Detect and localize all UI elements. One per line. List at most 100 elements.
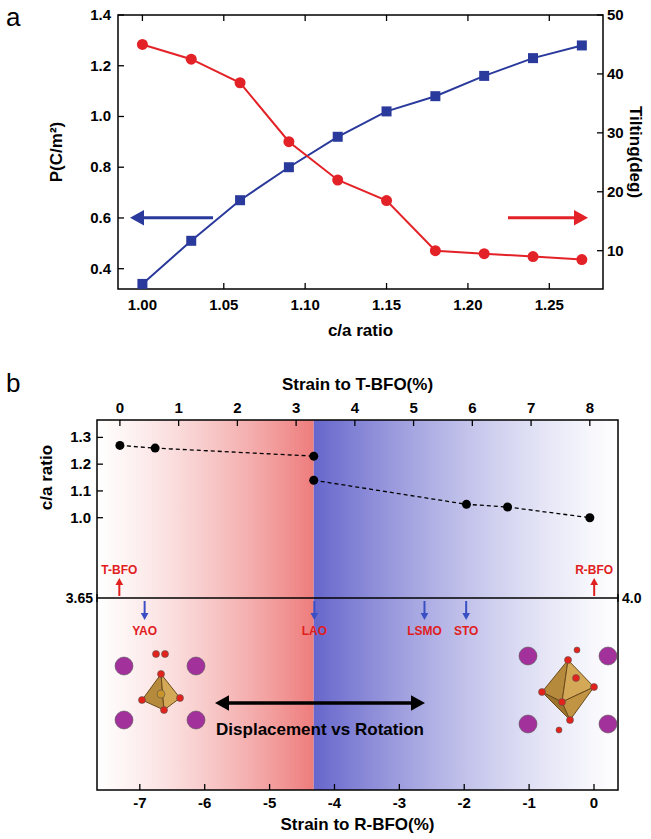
marker bbox=[186, 54, 197, 65]
y-tick-label: 1.4 bbox=[90, 6, 112, 23]
panel-letter: b bbox=[6, 368, 20, 398]
figure: 1.001.051.101.151.201.250.40.60.81.01.21… bbox=[0, 0, 651, 839]
y2-tick bbox=[597, 132, 603, 133]
top-tick bbox=[119, 420, 120, 426]
bottom-tick-label: -4 bbox=[328, 794, 342, 811]
bottom-tick bbox=[269, 784, 270, 790]
reference-arrow-head bbox=[590, 578, 598, 585]
y-tick bbox=[118, 65, 124, 66]
y-tick-label: 0.4 bbox=[90, 260, 112, 277]
y-tick bbox=[118, 268, 124, 269]
atom bbox=[519, 647, 537, 665]
x-tick-label: 1.20 bbox=[453, 296, 482, 313]
y2-tick bbox=[597, 191, 603, 192]
atom bbox=[187, 711, 205, 729]
marker bbox=[503, 502, 512, 511]
y-tick-label: 0.8 bbox=[90, 158, 111, 175]
bottom-tick bbox=[139, 784, 140, 790]
marker bbox=[479, 71, 489, 81]
y2-tick-label: 30 bbox=[607, 124, 624, 141]
y-tick bbox=[118, 217, 124, 218]
marker bbox=[137, 279, 147, 289]
top-tick bbox=[237, 420, 238, 426]
marker bbox=[235, 77, 246, 88]
top-tick bbox=[413, 420, 414, 426]
y-tick bbox=[118, 14, 124, 15]
substrate-arrow-shaft bbox=[423, 601, 425, 613]
reference-label: R-BFO bbox=[575, 563, 613, 577]
data-group bbox=[115, 441, 594, 522]
x-tick-label: 1.15 bbox=[372, 296, 401, 313]
y-tick bbox=[97, 437, 103, 438]
marker bbox=[528, 251, 539, 262]
y-tick bbox=[97, 464, 103, 465]
x-tick-top bbox=[305, 15, 306, 21]
panel-letter: a bbox=[6, 2, 21, 32]
atom bbox=[599, 715, 617, 733]
plot-frame bbox=[97, 420, 618, 790]
y2-tick-label: 50 bbox=[607, 6, 624, 23]
bottom-tick bbox=[528, 784, 529, 790]
marker bbox=[430, 91, 440, 101]
data-group bbox=[137, 39, 587, 289]
top-tick bbox=[530, 420, 531, 426]
bottom-tick bbox=[334, 784, 335, 790]
atom bbox=[556, 727, 562, 733]
substrate-arrow-shaft bbox=[465, 601, 467, 613]
bottom-tick bbox=[464, 784, 465, 790]
marker bbox=[309, 452, 318, 461]
x-axis-title: c/a ratio bbox=[328, 321, 393, 340]
y-tick-label: 1.1 bbox=[70, 482, 91, 499]
y2-tick-label: 20 bbox=[607, 183, 624, 200]
substrate-arrow-head bbox=[310, 613, 318, 620]
x-tick bbox=[386, 283, 387, 289]
x-tick-label: 1.05 bbox=[209, 296, 238, 313]
substrate-label: LAO bbox=[302, 624, 327, 638]
marker bbox=[430, 245, 441, 256]
bottom-tick-label: -7 bbox=[133, 794, 146, 811]
lattice-tick bbox=[617, 594, 618, 602]
reference-arrow bbox=[590, 578, 598, 596]
y-tick-label: 0.6 bbox=[90, 209, 111, 226]
double-arrow-left-head bbox=[215, 695, 229, 710]
lattice-axis-line bbox=[97, 597, 618, 599]
marker bbox=[309, 476, 318, 485]
marker bbox=[284, 162, 294, 172]
x-tick-top bbox=[549, 15, 550, 21]
lattice-tick-label: 3.65 bbox=[66, 590, 93, 606]
atom bbox=[158, 671, 165, 678]
top-axis-title: Strain to T-BFO(%) bbox=[282, 375, 433, 394]
atom bbox=[157, 690, 165, 698]
annotation: Displacement vs Rotation bbox=[216, 720, 424, 739]
marker bbox=[151, 444, 160, 453]
x-tick bbox=[467, 283, 468, 289]
atom bbox=[139, 697, 146, 704]
atom bbox=[519, 715, 537, 733]
top-tick-label: 2 bbox=[233, 399, 241, 416]
top-tick-label: 5 bbox=[409, 399, 417, 416]
y-tick bbox=[97, 490, 103, 491]
y-tick-label: 1.3 bbox=[70, 428, 91, 445]
bottom-tick-label: -3 bbox=[393, 794, 406, 811]
reference-arrow-head bbox=[115, 578, 123, 585]
x-tick-top bbox=[467, 15, 468, 21]
axis-arrow-left bbox=[130, 210, 213, 225]
y2-tick-label: 10 bbox=[607, 242, 624, 259]
bottom-tick bbox=[204, 784, 205, 790]
marker bbox=[576, 254, 587, 265]
marker bbox=[462, 500, 471, 509]
x-tick-top bbox=[386, 15, 387, 21]
double-arrow-right-shaft bbox=[320, 701, 411, 705]
atom bbox=[187, 657, 205, 675]
substrate-arrow-head bbox=[462, 613, 470, 620]
reference-arrow-shaft bbox=[118, 585, 120, 596]
double-arrow-left-shaft bbox=[229, 701, 320, 705]
substrate-label: YAO bbox=[132, 624, 157, 638]
axis-arrow-right-shaft bbox=[508, 216, 574, 219]
y-tick-label: 1.0 bbox=[70, 509, 91, 526]
atom bbox=[591, 684, 598, 691]
series-line bbox=[142, 45, 581, 283]
x-tick-label: 1.10 bbox=[291, 296, 320, 313]
bottom-tick-label: -5 bbox=[263, 794, 276, 811]
bottom-tick-label: -6 bbox=[198, 794, 211, 811]
